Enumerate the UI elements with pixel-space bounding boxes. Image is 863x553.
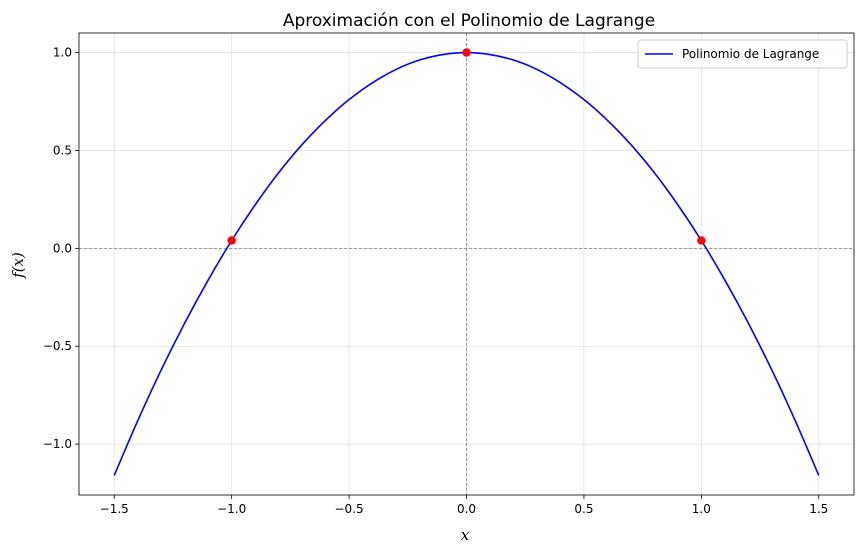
data-point (462, 48, 471, 57)
x-tick-label: 1.5 (809, 502, 828, 516)
y-tick-label: −0.5 (43, 339, 72, 353)
data-point (697, 236, 706, 245)
x-tick-label: 0.0 (457, 502, 476, 516)
x-tick-label: 0.5 (574, 502, 593, 516)
chart-title: Aproximación con el Polinomio de Lagrang… (283, 11, 655, 31)
y-tick-label: 0.5 (53, 143, 72, 157)
reference-lines (79, 33, 854, 495)
x-tick-label: −1.0 (217, 502, 246, 516)
legend-label-polinomio: Polinomio de Lagrange (682, 47, 819, 61)
x-axis-label: x (461, 526, 470, 544)
data-point (227, 236, 236, 245)
legend: Polinomio de Lagrange (637, 39, 848, 69)
legend-box (637, 39, 848, 69)
x-axis: −1.5 −1.0 −0.5 0.0 0.5 1.0 1.5 (100, 495, 828, 516)
y-tick-label: −1.0 (43, 437, 72, 451)
points-layer (227, 48, 706, 245)
x-tick-label: 1.0 (692, 502, 711, 516)
x-tick-label: −1.5 (100, 502, 129, 516)
y-tick-label: 1.0 (53, 46, 72, 60)
x-tick-label: −0.5 (335, 502, 364, 516)
y-axis-label: f(x) (9, 252, 27, 279)
y-tick-label: 0.0 (53, 241, 72, 255)
y-axis: −1.0 −0.5 0.0 0.5 1.0 (43, 46, 79, 451)
